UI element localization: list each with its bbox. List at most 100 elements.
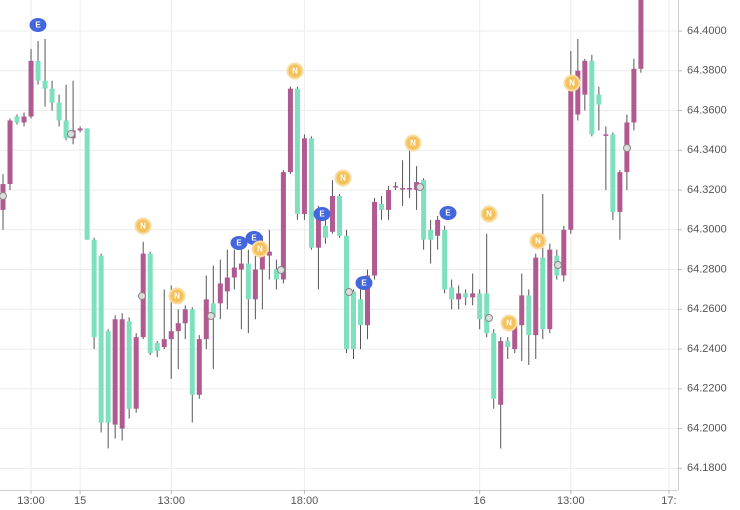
marker-dot (277, 266, 285, 274)
event-label: N (569, 79, 575, 88)
candle-body (498, 341, 504, 405)
candle-body (421, 180, 427, 240)
candle-body (126, 321, 132, 409)
candle-body (84, 128, 90, 240)
event-badge: N (500, 314, 518, 332)
candle-body (358, 299, 364, 326)
x-tick-label: 15 (74, 495, 86, 507)
candle-body (456, 293, 462, 300)
event-badge: N (134, 217, 152, 235)
event-badge: N (480, 205, 498, 223)
candle-body (603, 134, 609, 136)
x-tick-label: 13:00 (157, 495, 185, 507)
candle-body (393, 186, 399, 188)
event-icon (168, 287, 186, 305)
candle-body (238, 263, 244, 270)
candle-body (119, 319, 125, 429)
candle-body (540, 257, 546, 330)
event-badge: N (251, 240, 269, 258)
candle-body (77, 128, 83, 131)
candle-body (568, 90, 574, 230)
candle-body (547, 249, 553, 330)
candle-body (210, 303, 216, 318)
candle-body (533, 257, 539, 336)
event-icon (500, 314, 518, 332)
event-badge: E (439, 206, 457, 220)
event-label: N (410, 139, 416, 148)
candle-body (470, 293, 476, 298)
event-icon (563, 74, 581, 92)
candle-body (266, 251, 272, 256)
candle-body (351, 291, 356, 350)
candle-body (189, 309, 195, 395)
candle-body (63, 120, 69, 139)
marker-dot (345, 288, 353, 296)
event-badge: N (334, 169, 352, 187)
candle-body (28, 60, 34, 117)
candle-body (98, 255, 104, 423)
candle-body (484, 293, 490, 334)
marker-dot (554, 261, 562, 269)
event-badge: N (404, 134, 422, 152)
event-label: N (506, 319, 512, 328)
candle-body (294, 88, 300, 214)
x-tick-label: 13:00 (557, 495, 585, 507)
candle-body (35, 60, 41, 81)
candle-body (589, 60, 595, 135)
candle-body (491, 333, 497, 399)
y-tick-label: 64.3200 (687, 184, 727, 196)
event-icon (355, 276, 373, 290)
event-icon (29, 18, 47, 32)
event-label: E (236, 239, 242, 248)
event-badge: N (529, 232, 547, 250)
event-label: N (257, 245, 263, 254)
candle-body (505, 341, 511, 348)
marker-dot (485, 314, 493, 322)
candle-body (203, 299, 209, 340)
event-icon (286, 62, 304, 80)
candle-body (182, 309, 188, 324)
y-tick-label: 64.3800 (687, 65, 727, 77)
candle-body (273, 269, 279, 280)
y-tick-label: 64.2000 (687, 422, 727, 434)
candle-body (477, 293, 483, 320)
event-icon (404, 134, 422, 152)
candle-body (14, 116, 20, 123)
candle-body (365, 275, 371, 326)
event-badge: N (168, 287, 186, 305)
event-badge: E (313, 207, 331, 221)
marker-dot (623, 144, 631, 152)
candle-body (512, 325, 518, 350)
candle-body (526, 295, 532, 336)
event-label: E (35, 21, 41, 30)
y-tick-label: 64.1800 (687, 462, 727, 474)
event-label: N (340, 174, 346, 183)
y-tick-label: 64.2400 (687, 343, 727, 355)
candle-body (400, 188, 406, 190)
candle-body (519, 295, 525, 326)
event-label: N (140, 222, 146, 231)
candle-body (112, 319, 118, 425)
y-tick-label: 64.2800 (687, 263, 727, 275)
y-tick-label: 64.3000 (687, 224, 727, 236)
x-tick-label: 13:00 (17, 495, 45, 507)
marker-dot (67, 130, 75, 138)
candle-body (154, 343, 160, 352)
candle-body (582, 60, 588, 95)
x-tick-label: 18:00 (291, 495, 319, 507)
event-label: N (174, 292, 180, 301)
marker-dot (207, 312, 215, 320)
candle-body (49, 88, 55, 103)
y-tick-label: 64.2600 (687, 303, 727, 315)
candle-body (133, 337, 139, 409)
candle-body (631, 68, 637, 123)
candle-body (252, 269, 258, 300)
event-label: N (535, 237, 541, 246)
candle-body (435, 219, 441, 236)
candle-body (329, 196, 335, 232)
candle-body (308, 138, 314, 248)
candle-body (322, 225, 328, 238)
candle-body (575, 70, 581, 115)
